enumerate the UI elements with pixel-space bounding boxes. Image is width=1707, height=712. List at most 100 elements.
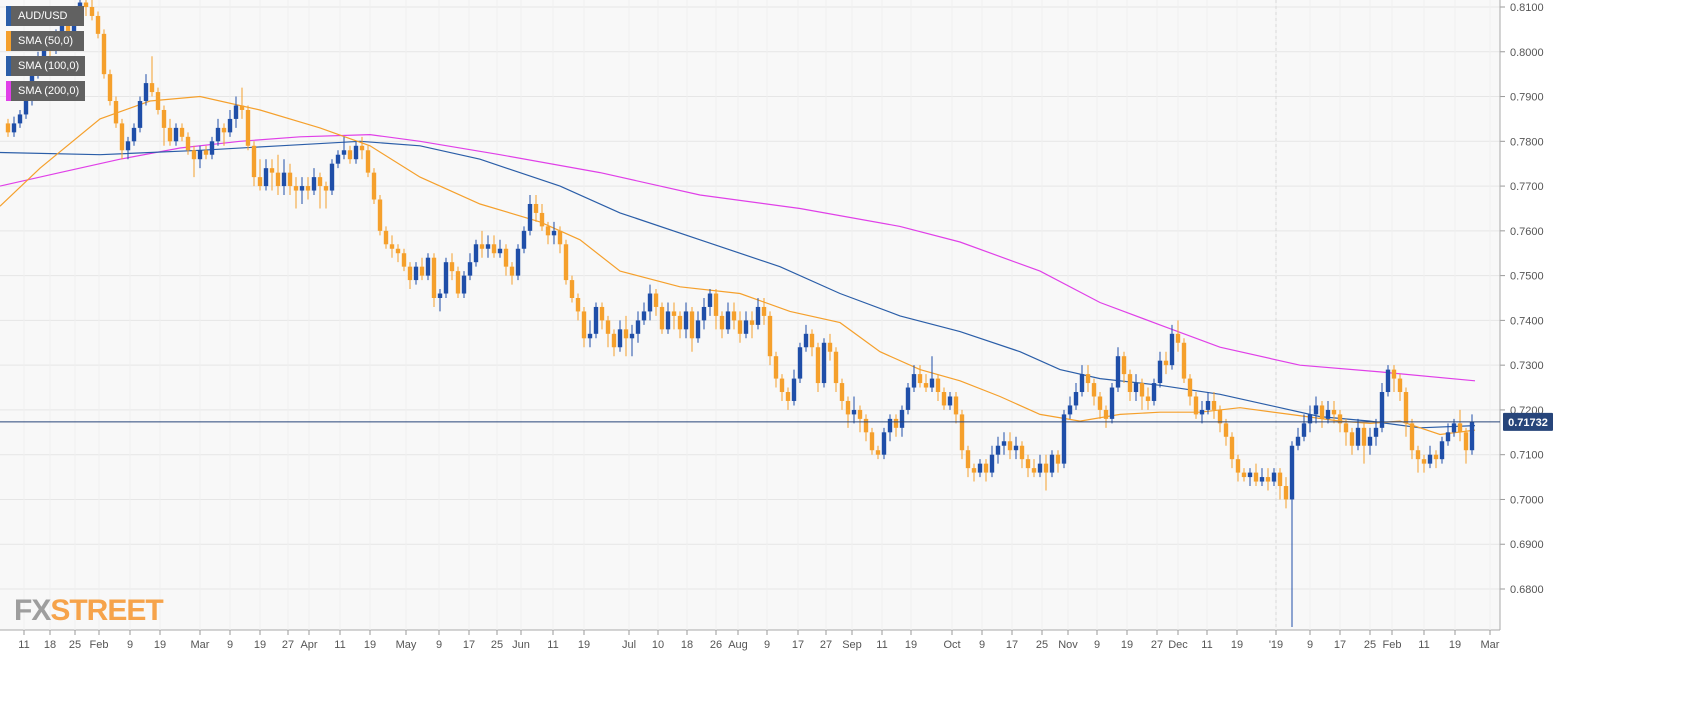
legend-item-sma50[interactable]: SMA (50,0) [6, 31, 84, 51]
candle-up [641, 311, 647, 321]
candle-up [1259, 477, 1265, 482]
candle-up [851, 409, 857, 415]
candle-down [917, 374, 923, 384]
candle-down [1007, 441, 1013, 451]
candle-up [911, 374, 917, 388]
candle-up [1289, 445, 1295, 500]
candle-up [485, 244, 491, 249]
candle-down [1421, 459, 1427, 464]
candle-down [953, 396, 959, 415]
candle-up [887, 418, 893, 433]
candle-up [587, 333, 593, 339]
candle-up [929, 378, 935, 388]
candle-up [473, 244, 479, 263]
candle-down [689, 311, 695, 339]
legend-label-sma50: SMA (50,0) [18, 35, 74, 47]
candle-down [323, 186, 329, 191]
x-tick-label: '19 [1269, 639, 1283, 651]
candle-up [1301, 423, 1307, 437]
x-tick-label: Feb [1383, 639, 1402, 651]
candle-down [611, 333, 617, 348]
x-tick-label: Jul [622, 639, 636, 651]
candle-down [533, 203, 539, 213]
candle-down [1217, 409, 1223, 424]
candle-down [749, 320, 755, 325]
candle-up [515, 248, 521, 276]
candle-down [671, 311, 677, 316]
candle-up [1385, 369, 1391, 393]
candle-up [701, 306, 707, 321]
candle-up [629, 333, 635, 339]
legend-item-sma200[interactable]: SMA (200,0) [6, 81, 86, 101]
candle-down [1031, 468, 1037, 473]
logo-fx: FX [14, 594, 51, 627]
candle-down [503, 248, 509, 267]
candle-up [1151, 383, 1157, 401]
candle-up [1367, 436, 1373, 446]
candle-up [1067, 405, 1073, 415]
candle-down [269, 168, 275, 173]
candle-down [983, 463, 989, 473]
candle-down [431, 257, 437, 298]
candle-down [251, 145, 257, 178]
candle-down [845, 400, 851, 415]
y-tick-label: 0.8000 [1510, 47, 1544, 59]
candle-up [215, 127, 221, 142]
sma200-line [0, 133, 1476, 382]
candle-down [827, 342, 833, 352]
x-tick-label: 17 [1006, 639, 1018, 651]
legend-swatch-sma50 [6, 31, 11, 51]
candle-down [623, 329, 629, 339]
candle-down [65, 24, 71, 34]
candle-up [881, 432, 887, 455]
candle-down [1409, 423, 1415, 451]
candle-down [815, 347, 821, 384]
candle-down [5, 123, 11, 133]
candle-down [1277, 472, 1283, 487]
x-tick-label: 25 [1036, 639, 1048, 651]
candle-down [809, 333, 815, 348]
x-tick-label: 19 [578, 639, 590, 651]
candle-down [167, 127, 173, 142]
candle-down [941, 392, 947, 406]
y-axis-panel [1500, 0, 1707, 712]
candle-up [1247, 472, 1253, 478]
candle-down [1253, 472, 1259, 482]
x-tick-label: 9 [227, 639, 233, 651]
candle-up [803, 333, 809, 348]
x-tick-label: 19 [1449, 639, 1461, 651]
candle-up [497, 248, 503, 254]
candle-down [1229, 436, 1235, 460]
candle-up [1439, 441, 1445, 460]
x-tick-label: 9 [1094, 639, 1100, 651]
candle-down [203, 150, 209, 155]
candle-down [1457, 423, 1463, 433]
candle-down [1127, 374, 1133, 393]
candle-down [191, 150, 197, 160]
candle-up [173, 127, 179, 142]
candle-down [839, 383, 845, 401]
candle-down [317, 177, 323, 187]
candle-down [971, 468, 977, 473]
candle-up [527, 203, 533, 231]
plot-background [0, 0, 1500, 630]
candle-down [1319, 405, 1325, 419]
y-tick-label: 0.7600 [1510, 226, 1544, 238]
x-tick-label: Dec [1168, 639, 1188, 651]
candle-up [989, 454, 995, 473]
candle-down [1235, 459, 1241, 473]
candle-up [707, 293, 713, 307]
candle-up [437, 293, 443, 298]
candle-up [233, 105, 239, 119]
candle-up [1469, 422, 1475, 451]
legend-item-sma100[interactable]: SMA (100,0) [6, 56, 86, 76]
candle-up [1001, 441, 1007, 446]
candle-up [1373, 427, 1379, 437]
x-tick-label: 11 [876, 639, 887, 651]
legend-item-price[interactable]: AUD/USD [6, 6, 84, 26]
candle-up [755, 306, 761, 325]
candle-up [995, 445, 1001, 455]
candle-up [1157, 360, 1163, 384]
legend-swatch-sma100 [6, 56, 11, 76]
x-axis-panel [0, 630, 1500, 712]
